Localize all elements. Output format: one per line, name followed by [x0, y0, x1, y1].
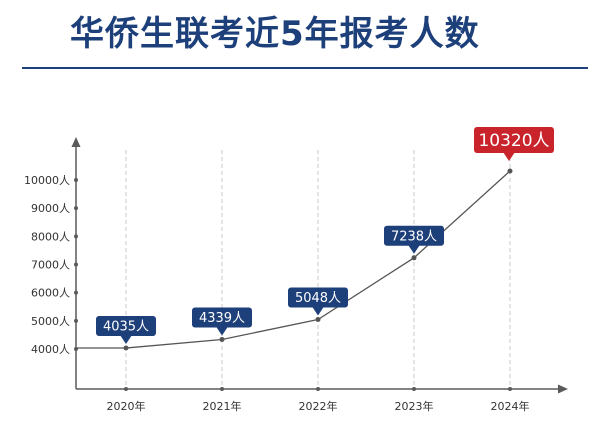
callout-box [474, 126, 554, 153]
callout: 4035人 [96, 316, 156, 345]
data-label: 4035人 [103, 320, 149, 335]
page-title: 华侨生联考近5年报考人数 [70, 14, 480, 54]
x-tick-mark [316, 387, 320, 391]
callout-pointer [216, 326, 228, 336]
x-tick-mark [124, 387, 128, 391]
callout-pointer [120, 335, 132, 345]
y-tick-label: 5000人 [31, 315, 70, 328]
y-tick-label: 9000人 [31, 202, 70, 215]
x-tick-label: 2024年 [491, 399, 530, 413]
y-tick-mark [74, 290, 78, 295]
x-tick-mark [508, 387, 512, 391]
title-underline [22, 67, 588, 69]
data-label: 5048人 [295, 291, 341, 306]
data-point [123, 345, 129, 351]
data-point [507, 168, 513, 174]
x-tick-label: 2020年 [107, 399, 146, 413]
callout-highlight: 10320人 [474, 126, 554, 161]
x-tick-label: 2023年 [395, 399, 434, 413]
data-label: 10320人 [478, 131, 549, 151]
y-tick-label: 8000人 [31, 230, 70, 243]
callout: 4339人 [192, 307, 252, 336]
data-label: 4339人 [199, 311, 245, 326]
callout: 5048人 [288, 287, 348, 316]
callout-box [384, 225, 444, 246]
callout-pointer [312, 306, 324, 316]
y-tick-mark [74, 234, 78, 239]
data-point [315, 316, 321, 322]
data-label: 7238人 [391, 229, 437, 244]
y-tick-mark [74, 318, 78, 323]
y-tick-mark [74, 206, 78, 211]
x-tick-label: 2021年 [203, 399, 242, 413]
y-axis-arrow [71, 137, 81, 147]
y-tick-label: 10000人 [24, 174, 70, 187]
callout-pointer [503, 151, 515, 161]
callout-box [288, 287, 348, 308]
x-tick-mark [220, 387, 224, 391]
x-axis-arrow [558, 384, 568, 394]
x-tick-label: 2022年 [299, 399, 338, 413]
data-point [219, 336, 225, 342]
callout-box [192, 307, 252, 328]
y-tick-label: 6000人 [31, 287, 70, 300]
y-tick-mark [74, 262, 78, 267]
callout: 7238人 [384, 225, 444, 254]
y-tick-label: 4000人 [31, 343, 70, 356]
y-tick-mark [74, 178, 78, 182]
data-point [411, 255, 417, 261]
x-tick-mark [412, 387, 416, 391]
y-tick-label: 7000人 [31, 259, 70, 272]
callout-box [96, 316, 156, 337]
callout-pointer [408, 244, 420, 254]
